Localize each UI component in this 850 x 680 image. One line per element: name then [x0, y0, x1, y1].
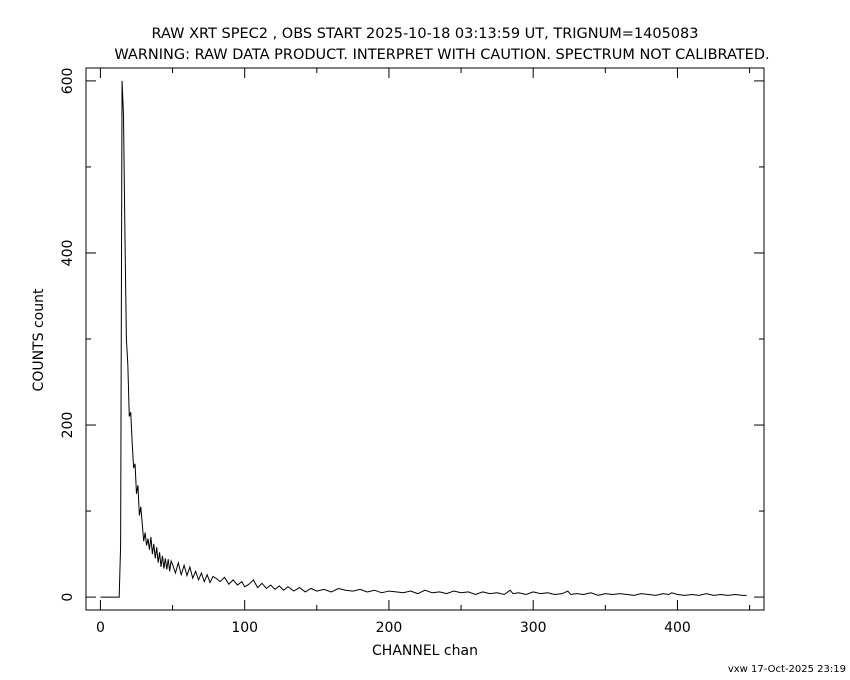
spectrum-line — [100, 80, 747, 598]
plot-frame — [85, 67, 765, 611]
y-axis-label: COUNTS count — [31, 288, 47, 391]
x-tick-label: 100 — [231, 620, 258, 636]
y-tick-label: 0 — [60, 593, 76, 602]
axis-ticks — [86, 68, 764, 610]
timestamp-footer: vxw 17-Oct-2025 23:19 — [728, 664, 846, 675]
chart-subtitle: WARNING: RAW DATA PRODUCT. INTERPRET WIT… — [114, 47, 769, 63]
chart-title: RAW XRT SPEC2 , OBS START 2025-10-18 03:… — [152, 26, 699, 42]
x-tick-label: 200 — [376, 620, 403, 636]
x-tick-label: 400 — [664, 620, 691, 636]
y-tick-label: 400 — [60, 240, 76, 267]
tick-labels: 0 100 200 300 400 0 200 400 600 — [60, 68, 691, 636]
x-tick-label: 0 — [96, 620, 105, 636]
x-axis-label: CHANNEL chan — [372, 643, 478, 659]
y-tick-label: 600 — [60, 68, 76, 95]
y-tick-label: 200 — [60, 412, 76, 439]
x-tick-label: 300 — [520, 620, 547, 636]
